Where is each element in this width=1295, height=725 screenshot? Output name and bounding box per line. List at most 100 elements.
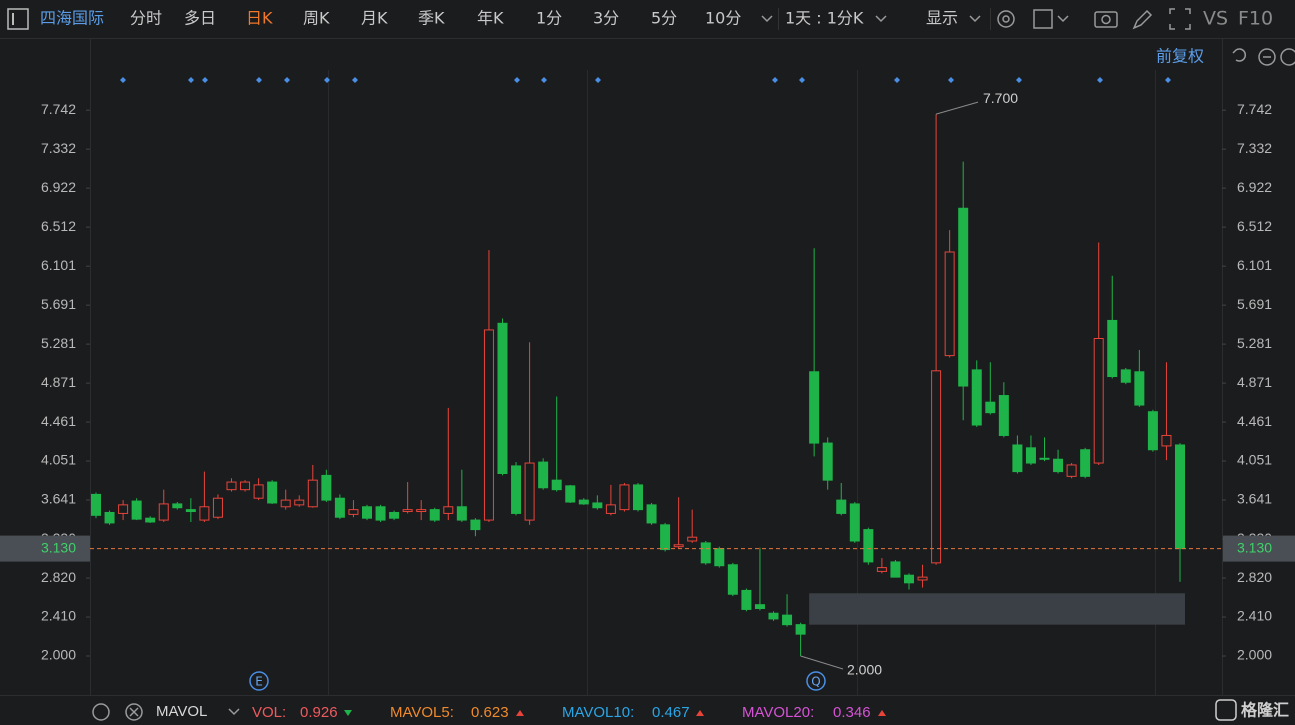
app-icon[interactable] bbox=[7, 8, 29, 30]
candle-body bbox=[795, 624, 806, 635]
candle-body bbox=[619, 484, 630, 511]
candle-body bbox=[605, 504, 616, 514]
reset-icon[interactable] bbox=[1232, 48, 1246, 62]
vs-button[interactable]: VS bbox=[1203, 8, 1228, 30]
tab[interactable]: 5分 bbox=[651, 9, 677, 28]
display-menu[interactable]: 显示 bbox=[926, 9, 958, 28]
candle-body bbox=[538, 461, 549, 489]
camera-icon[interactable] bbox=[1094, 11, 1118, 28]
candle-body bbox=[998, 395, 1009, 436]
candle-body bbox=[294, 499, 305, 506]
adjust-label[interactable]: 前复权 bbox=[1156, 47, 1204, 66]
candle-body bbox=[1107, 319, 1118, 378]
candle-body bbox=[849, 503, 860, 542]
event-icon[interactable] bbox=[806, 671, 826, 691]
candle-body bbox=[429, 509, 440, 521]
candle-body bbox=[863, 529, 874, 563]
event-diamonds[interactable] bbox=[120, 77, 1171, 83]
zoom-out-icon[interactable] bbox=[1258, 48, 1276, 66]
y-tick-label-right: 7.742 bbox=[1237, 101, 1272, 117]
y-tick-label-right: 4.871 bbox=[1237, 374, 1272, 390]
candle-body bbox=[497, 322, 508, 474]
y-tick-label-right: 6.101 bbox=[1237, 257, 1272, 273]
tab[interactable]: 3分 bbox=[593, 9, 619, 28]
last-price-label: 3.130 bbox=[41, 539, 76, 555]
candle-body bbox=[1039, 457, 1050, 460]
candle-body bbox=[578, 499, 589, 505]
period-chevron[interactable] bbox=[875, 15, 887, 23]
tab[interactable]: 分时 bbox=[130, 9, 162, 28]
indicator-value: 0.623 bbox=[471, 704, 509, 721]
draw-icon[interactable] bbox=[1132, 9, 1153, 30]
candle-body bbox=[687, 536, 698, 542]
y-tick-label: 7.332 bbox=[41, 140, 76, 156]
candle-body bbox=[565, 485, 576, 503]
candle-body bbox=[1080, 449, 1091, 477]
candle-body bbox=[958, 207, 969, 387]
tab[interactable]: 10分 bbox=[705, 9, 741, 28]
indicator-close[interactable] bbox=[125, 703, 143, 721]
stock-name[interactable]: 四海国际 bbox=[40, 9, 104, 28]
candle-body bbox=[389, 511, 400, 519]
candle-body bbox=[714, 548, 725, 567]
zoom-in-icon[interactable] bbox=[1280, 48, 1295, 66]
more-chevron[interactable] bbox=[761, 15, 773, 23]
y-tick-label-right: 6.512 bbox=[1237, 218, 1272, 234]
candle-body bbox=[809, 371, 820, 444]
candle-body bbox=[321, 474, 332, 501]
candle-body bbox=[524, 462, 535, 521]
candle-body bbox=[727, 564, 738, 595]
indicator-name[interactable]: MAVOL bbox=[156, 703, 207, 720]
candle-body bbox=[185, 509, 196, 513]
display-chevron[interactable] bbox=[969, 15, 981, 23]
f10-button[interactable]: F10 bbox=[1238, 8, 1273, 30]
tab[interactable]: 年K bbox=[477, 9, 504, 28]
candle-body bbox=[673, 544, 684, 548]
layout-icon[interactable] bbox=[1033, 9, 1053, 29]
tab[interactable]: 周K bbox=[303, 9, 330, 28]
tab[interactable]: 日K bbox=[246, 9, 273, 28]
indicator-arrow bbox=[516, 710, 524, 716]
tab[interactable]: 1分 bbox=[536, 9, 562, 28]
candle-body bbox=[1147, 411, 1158, 451]
candle-body bbox=[944, 251, 955, 357]
event-icon[interactable] bbox=[249, 671, 269, 691]
indicator-arrow bbox=[344, 710, 352, 716]
y-tick-label: 5.281 bbox=[41, 335, 76, 351]
fullscreen-icon[interactable] bbox=[1169, 8, 1191, 30]
y-tick-label: 6.512 bbox=[41, 218, 76, 234]
candle-body bbox=[876, 567, 887, 572]
y-tick-label: 2.820 bbox=[41, 569, 76, 585]
candle-body bbox=[334, 497, 345, 518]
candle-body bbox=[700, 542, 711, 564]
event-markers bbox=[120, 77, 1171, 83]
annotation: 2.000 bbox=[847, 662, 882, 678]
candle-body bbox=[172, 503, 183, 509]
candle-body bbox=[1134, 371, 1145, 406]
layout-chevron[interactable] bbox=[1057, 15, 1069, 23]
candle-body bbox=[551, 479, 562, 491]
candle-body bbox=[985, 401, 996, 414]
y-tick-label-right: 6.922 bbox=[1237, 179, 1272, 195]
period-select[interactable]: 1天 : 1分K bbox=[785, 9, 864, 28]
tab[interactable]: 月K bbox=[361, 9, 388, 28]
indicator-settings[interactable] bbox=[92, 703, 110, 721]
candle-body bbox=[158, 503, 169, 521]
indicator-value: 0.346 bbox=[833, 704, 871, 721]
indicator-chevron[interactable] bbox=[228, 708, 240, 716]
last-price-box-right bbox=[1223, 535, 1295, 562]
candle-body bbox=[904, 574, 914, 584]
tab[interactable]: 多日 bbox=[184, 9, 216, 28]
settings-icon[interactable] bbox=[997, 10, 1015, 28]
y-tick-label-right: 2.820 bbox=[1237, 569, 1272, 585]
candle-body bbox=[646, 504, 657, 524]
indicator-arrow bbox=[878, 710, 886, 716]
tab[interactable]: 季K bbox=[418, 9, 445, 28]
last-price-label-right: 3.130 bbox=[1237, 539, 1272, 555]
annotation-leader bbox=[800, 655, 844, 670]
event-icon-label: E bbox=[255, 675, 263, 689]
indicator-value: 0.926 bbox=[300, 704, 338, 721]
y-tick-label-right: 5.281 bbox=[1237, 335, 1272, 351]
tabs: 分时 多日 日K 周K 月K 季K 年K 1分 3分 5分 10分 bbox=[130, 9, 741, 28]
indicator-arrow bbox=[696, 710, 704, 716]
